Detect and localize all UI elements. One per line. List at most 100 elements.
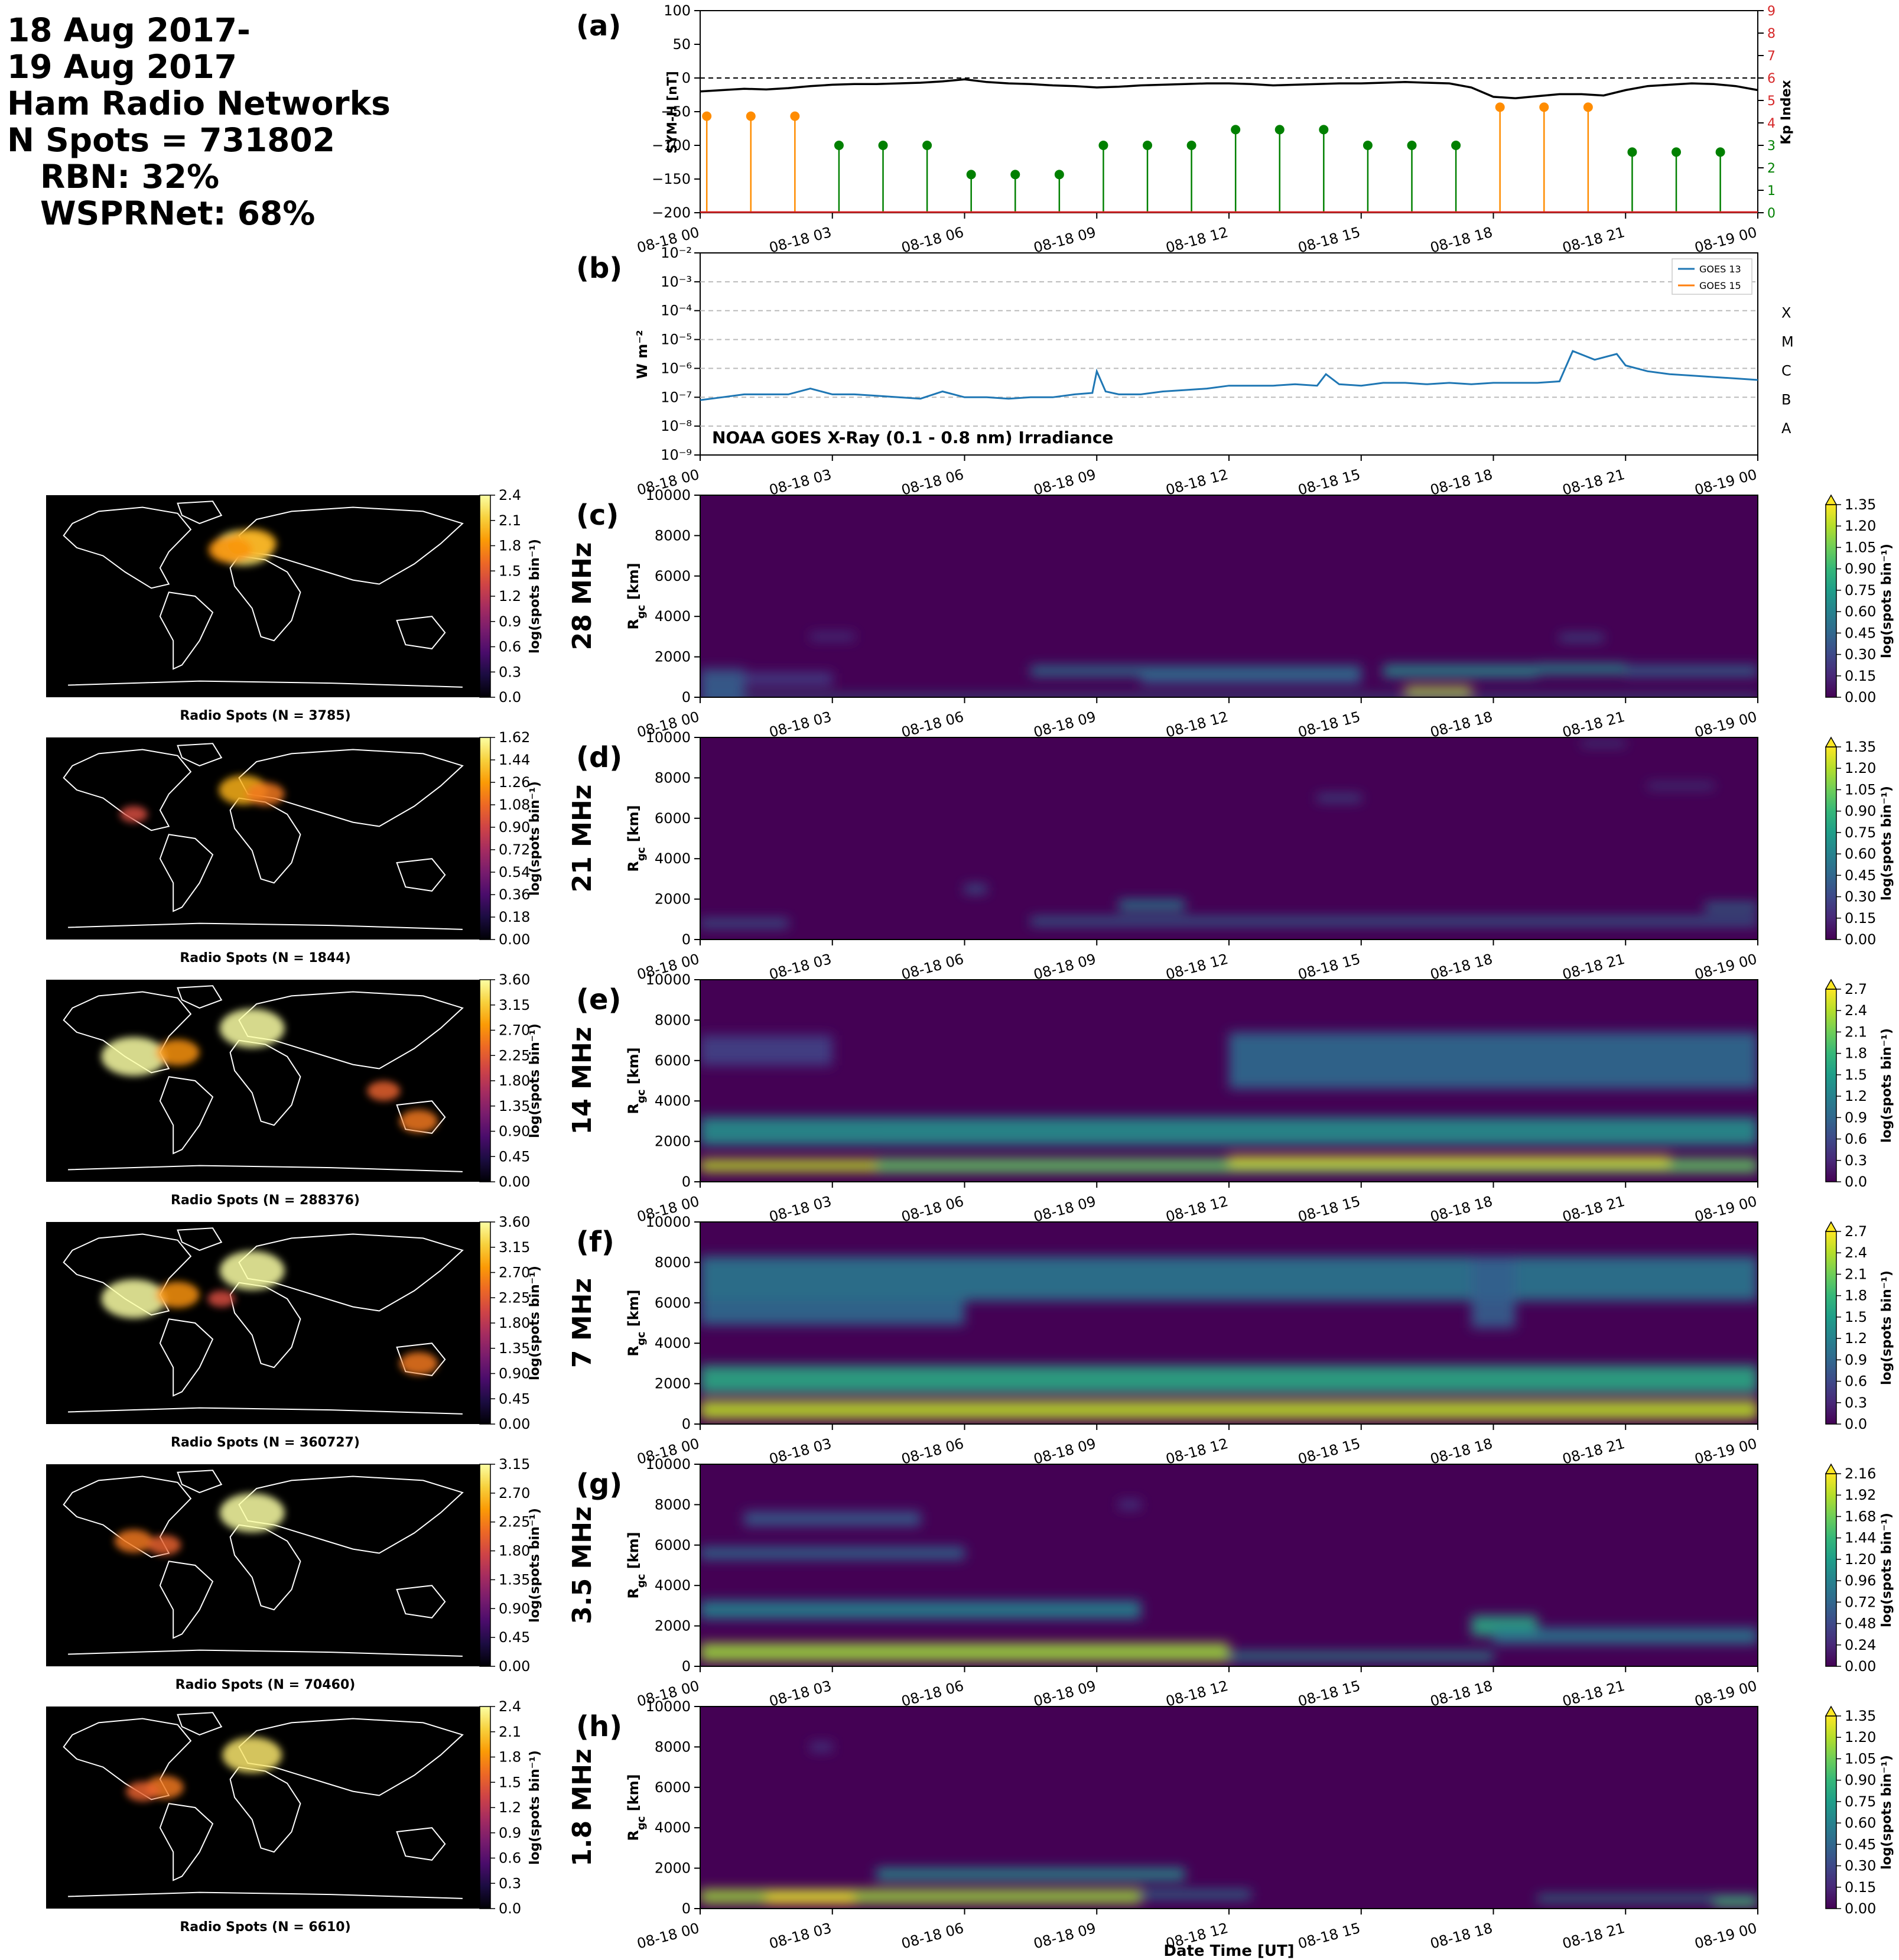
- heatmap-c: 10000 8000 6000 4000 2000 0 Rgc [km] 28 MHz (c) 0…: [567, 487, 1894, 741]
- map-e-colorbar: [479, 979, 491, 1182]
- coastline: [68, 680, 463, 688]
- kp-point: [790, 111, 800, 121]
- heatmap-c-colorbar-tick: 1.05: [1845, 539, 1876, 555]
- coastline: [159, 1076, 214, 1155]
- spot-cluster: [246, 782, 285, 806]
- coastline: [63, 749, 192, 831]
- map-background: [46, 495, 484, 697]
- map-g-colorbar-tick: 0.45: [499, 1629, 530, 1646]
- coastline: [68, 1649, 463, 1657]
- panel-a-xtick-label: 08-18 18: [1429, 224, 1494, 256]
- heatmap-cell: [1229, 1032, 1758, 1089]
- heatmap-ytick-label: 2000: [655, 1860, 691, 1877]
- goes-ytick-label: 10⁻³: [661, 274, 692, 290]
- heatmap-ylabel: Rgc [km]: [625, 1532, 648, 1598]
- heatmap-c-colorbar: [1825, 504, 1837, 698]
- heatmap-cell: [1647, 784, 1714, 788]
- heatmap-ytick-label: 6000: [655, 1537, 691, 1553]
- heatmap-c-colorbar-tick: 0.75: [1845, 582, 1876, 599]
- heatmap-e-colorbar: [1825, 989, 1837, 1182]
- heatmap-f-xtick-label: 08-18 06: [900, 1435, 965, 1468]
- heatmap-cell: [744, 672, 833, 685]
- kp-point: [1495, 102, 1505, 112]
- heatmap-h-xtick-label: 08-18 18: [1429, 1920, 1494, 1952]
- kp-ytick-label: 0: [1767, 206, 1776, 221]
- heatmap-ytick-label: 2000: [655, 1618, 691, 1634]
- heatmap-f-xtick-label: 08-18 18: [1429, 1435, 1494, 1468]
- coastline: [238, 1718, 464, 1796]
- heatmap-cell: [700, 919, 789, 928]
- heatmap-cell: [810, 1743, 833, 1751]
- panel-a-xtick-label: 08-19 00: [1693, 224, 1758, 256]
- map-h-colorbar-tick: 2.4: [499, 1698, 521, 1715]
- spot-cluster: [219, 1493, 285, 1533]
- heatmap-h-xtick-label: 08-18 06: [900, 1920, 965, 1952]
- map-e-colorbar-tick: 0.90: [499, 1123, 530, 1140]
- heatmap-cell: [876, 1117, 1758, 1146]
- heatmap-e-colorbar-tick: 0.6: [1845, 1131, 1867, 1148]
- coastline: [238, 1475, 464, 1554]
- heatmap-g-colorbar-tick: 2.16: [1845, 1465, 1876, 1482]
- map-f-colorbar-tick: 1.35: [499, 1340, 530, 1357]
- heatmap-background: [700, 1707, 1758, 1909]
- map-d-colorbar-tick: 0.00: [499, 931, 530, 948]
- heatmap-g-colorbar-tick: 1.44: [1845, 1530, 1876, 1546]
- heatmap-h-colorbar-tick: 1.35: [1845, 1708, 1876, 1724]
- map-f-colorbar-tick: 2.25: [499, 1289, 530, 1306]
- panel-a-xtick-label: 08-18 21: [1560, 224, 1626, 256]
- kp-point: [1098, 141, 1108, 150]
- coastline: [68, 1407, 463, 1415]
- map-g-colorbar-tick: 2.70: [499, 1485, 530, 1501]
- map-e-colorbar-tick: 1.80: [499, 1072, 530, 1089]
- heatmap-g-colorbar: [1825, 1473, 1837, 1667]
- map-background: [46, 1464, 484, 1666]
- band-label: 14 MHz: [567, 1027, 597, 1135]
- heatmap-e-xtick-label: 08-18 18: [1429, 1193, 1494, 1226]
- heatmap-d-xtick-label: 08-18 15: [1296, 951, 1362, 983]
- heatmap-ytick-label: 8000: [655, 527, 691, 544]
- heatmap-ytick-label: 10000: [646, 1698, 691, 1715]
- kp-ytick-label: 4: [1767, 116, 1776, 131]
- heatmap-e-colorbar-tick: 1.5: [1845, 1067, 1867, 1083]
- heatmap-c-colorbar-tick: 0.00: [1845, 689, 1876, 706]
- kp-point: [1319, 125, 1329, 135]
- heatmap-ylabel: Rgc [km]: [625, 1289, 648, 1356]
- spot-cluster: [101, 1279, 167, 1318]
- symh-line: [700, 78, 1758, 99]
- heatmap-g-colorbar-tick: 0.00: [1845, 1658, 1876, 1675]
- heatmap-ytick-label: 8000: [655, 1496, 691, 1513]
- heatmap-cell: [1140, 674, 1361, 684]
- coastline: [229, 1282, 301, 1369]
- heatmap-c-xtick-label: 08-18 21: [1560, 708, 1626, 741]
- heatmap-cell: [700, 695, 1758, 697]
- map-caption: Radio Spots (N = 288376): [171, 1193, 360, 1208]
- coastline: [177, 985, 223, 1009]
- heatmap-e-xtick-label: 08-18 09: [1032, 1193, 1097, 1226]
- heatmap-e-colorbar-tick: 0.0: [1845, 1174, 1867, 1190]
- map-g-colorbar-tick: 1.35: [499, 1571, 530, 1588]
- coastline: [68, 1165, 463, 1172]
- heatmap-cell: [700, 1365, 1758, 1394]
- heatmap-d-colorbar-tick: 1.35: [1845, 739, 1876, 755]
- heatmap-ytick-label: 2000: [655, 891, 691, 908]
- x-axis-label: Date Time [UT]: [1163, 1942, 1294, 1960]
- map-e-colorbar-tick: 3.15: [499, 997, 530, 1013]
- map-h-colorbar-tick: 1.2: [499, 1799, 521, 1816]
- coastline: [396, 616, 446, 649]
- map-f-colorbar-tick: 3.60: [499, 1214, 530, 1230]
- heatmap-cell: [1383, 665, 1538, 677]
- legend-entry: GOES 13: [1699, 264, 1741, 275]
- kp-point: [1186, 141, 1196, 150]
- map-h-colorbar-tick: 1.8: [499, 1749, 521, 1766]
- map-g-colorbar: [479, 1464, 491, 1667]
- heatmap-cell: [700, 1159, 877, 1172]
- kp-point: [1539, 102, 1549, 112]
- kp-ytick-label: 5: [1767, 94, 1776, 109]
- heatmap-g-xtick-label: 08-18 15: [1296, 1678, 1362, 1710]
- heatmap-cell: [700, 1643, 1229, 1662]
- map-d-colorbar-tick: 1.26: [499, 774, 530, 791]
- kp-point: [746, 111, 756, 121]
- symh-ylabel: SYM-H [nT]: [665, 71, 680, 154]
- heatmap-g-colorbar-label: log(spots bin⁻¹): [1880, 1513, 1894, 1627]
- symh-ytick-label: 50: [672, 36, 691, 53]
